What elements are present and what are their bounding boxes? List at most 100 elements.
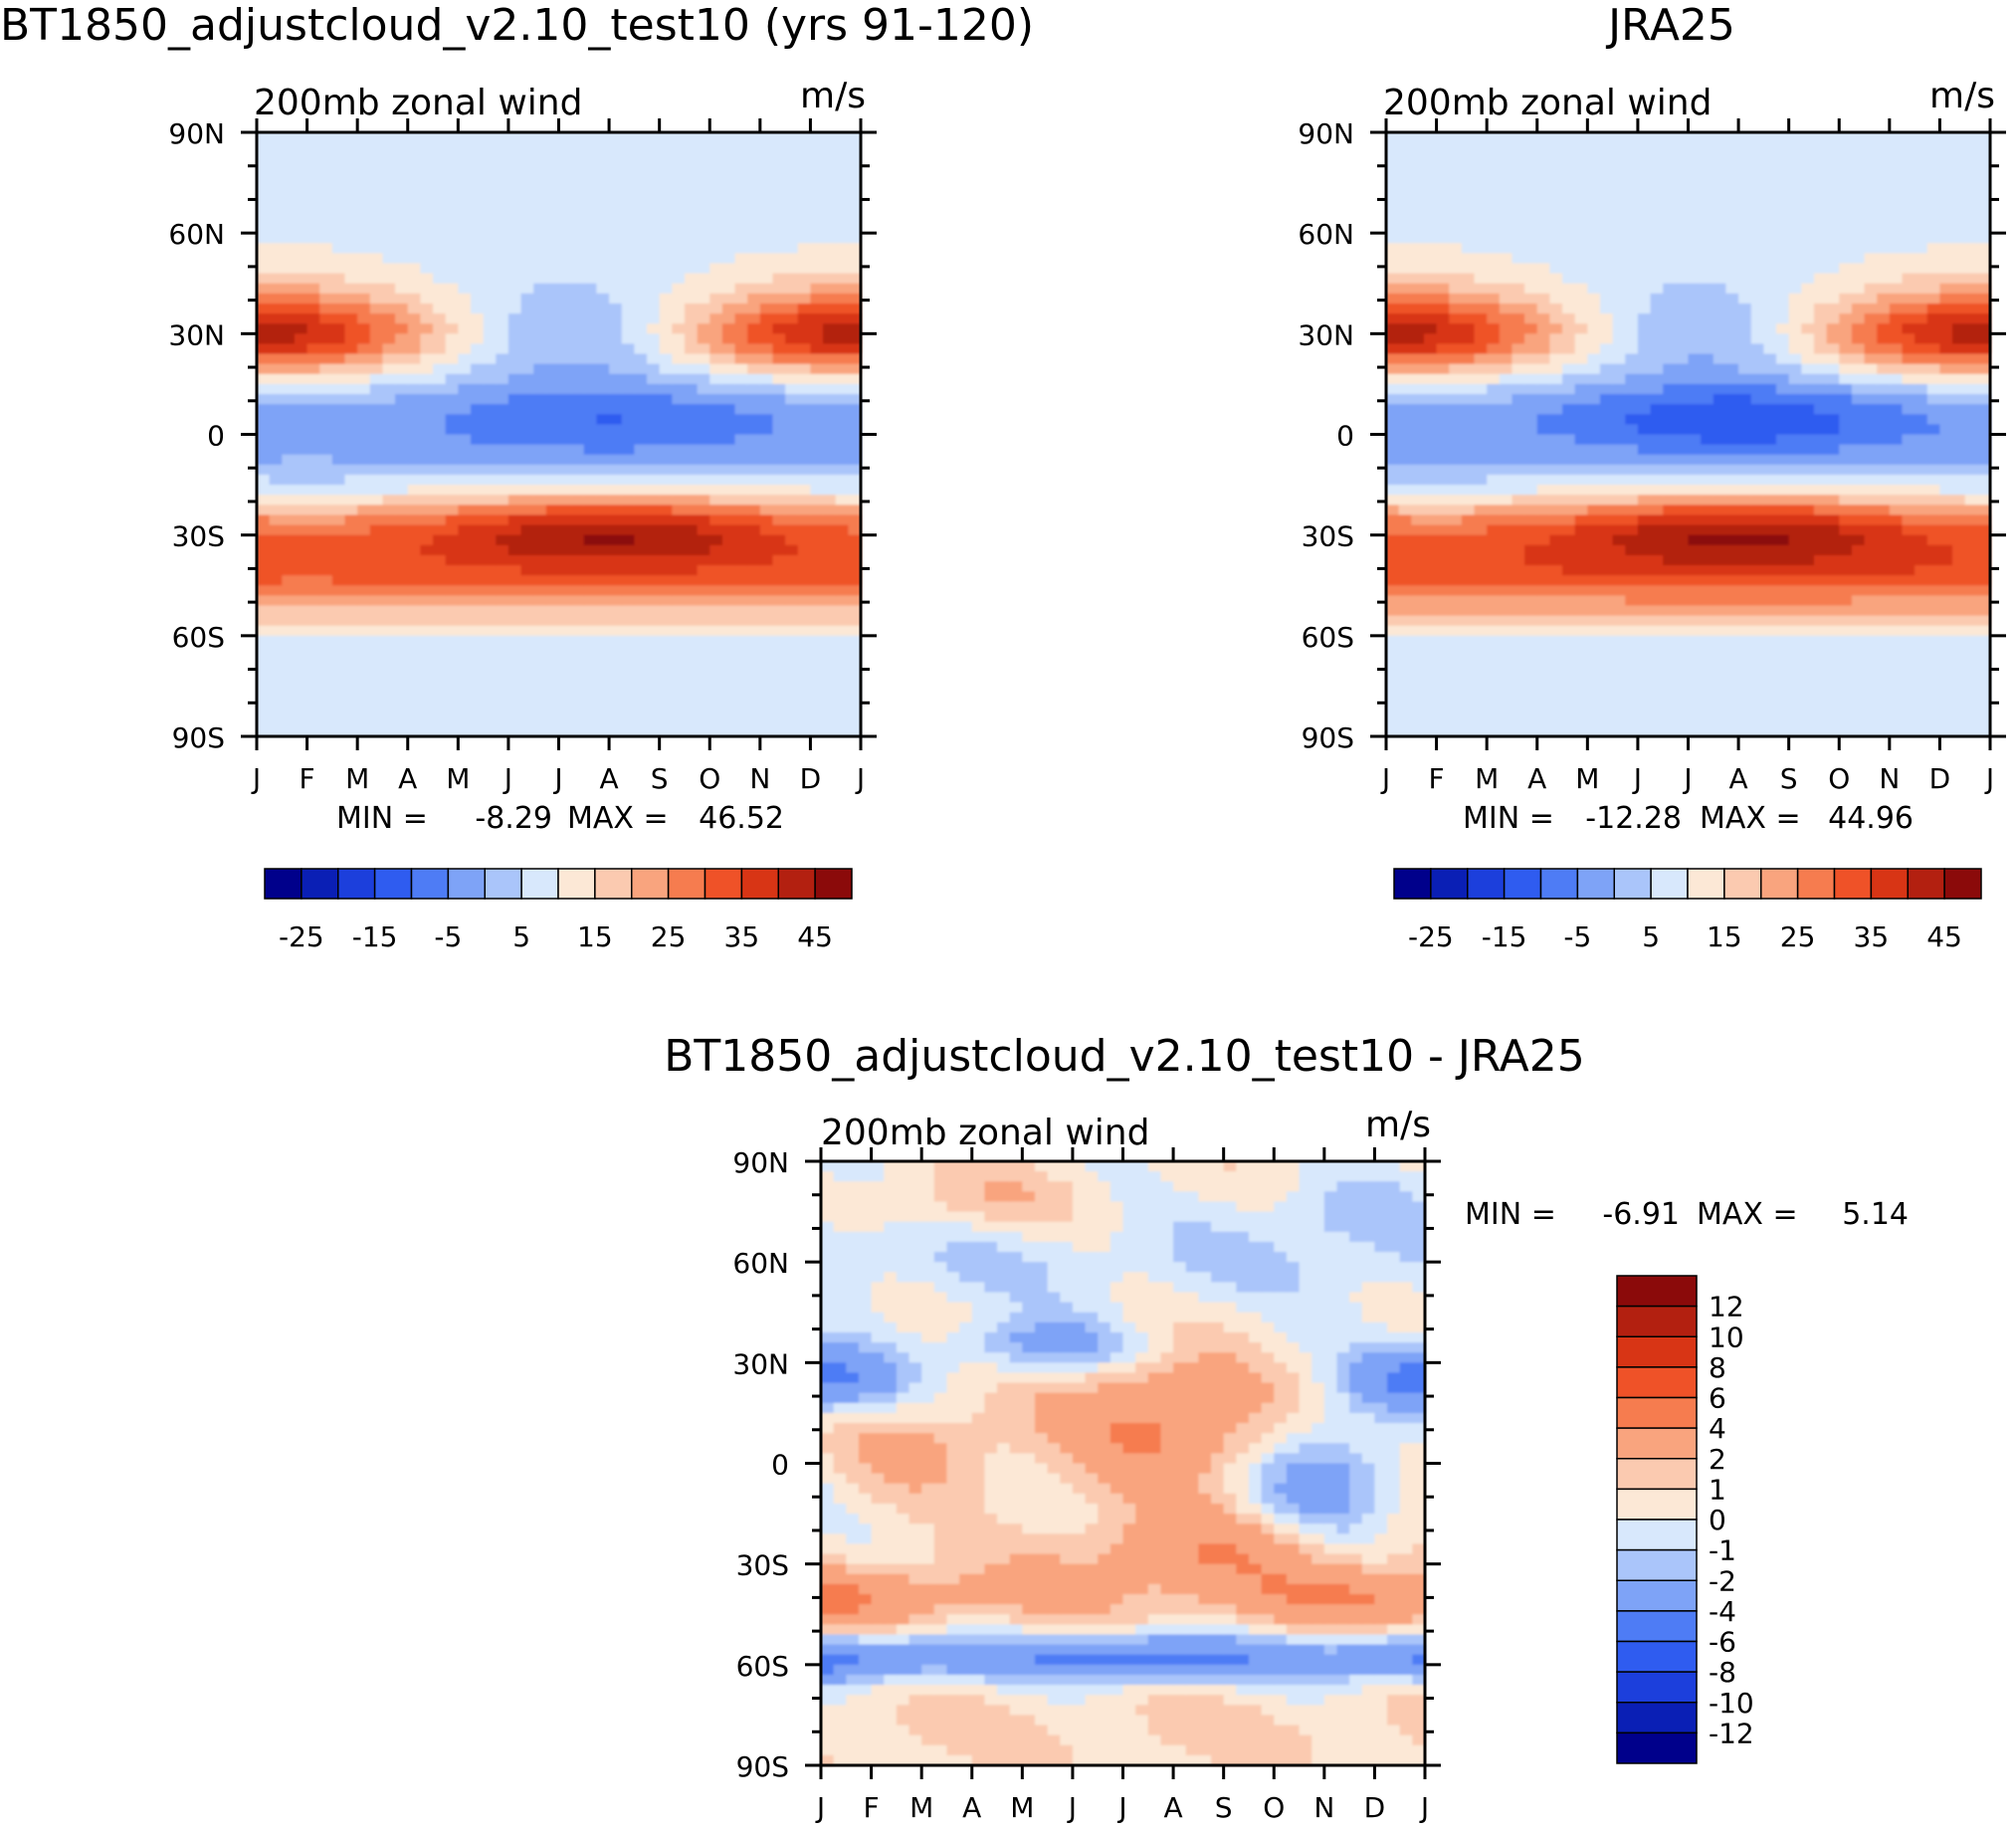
- heatmap-cell: [306, 605, 320, 617]
- heatmap-cell: [445, 544, 459, 556]
- heatmap-cell: [835, 544, 849, 556]
- heatmap-cell: [823, 363, 837, 375]
- heatmap-cell: [1637, 656, 1652, 667]
- heatmap-cell: [331, 676, 346, 688]
- heatmap-cell: [269, 353, 283, 365]
- heatmap-cell: [1663, 495, 1677, 506]
- heatmap-cell: [583, 263, 598, 275]
- heatmap-cell: [395, 182, 409, 194]
- heatmap-cell: [1436, 394, 1450, 405]
- heatmap-cell: [1625, 212, 1639, 224]
- heatmap-cell: [1461, 414, 1476, 425]
- heatmap-cell: [785, 132, 799, 143]
- heatmap-cell: [810, 353, 824, 365]
- heatmap-cell: [496, 313, 509, 324]
- heatmap-cell: [1599, 233, 1614, 244]
- colorbar-swatch: [814, 868, 853, 900]
- heatmap-cell: [571, 635, 585, 647]
- heatmap-cell: [785, 293, 799, 305]
- heatmap-cell: [1701, 293, 1714, 305]
- heatmap-cell: [1688, 485, 1702, 496]
- heatmap-cell: [1487, 253, 1501, 265]
- heatmap-cell: [1398, 474, 1412, 486]
- heatmap-cell: [1637, 534, 1652, 546]
- heatmap-cell: [1411, 373, 1425, 385]
- heatmap-cell: [684, 454, 699, 466]
- heatmap-cell: [1675, 293, 1690, 305]
- heatmap-cell: [458, 323, 472, 334]
- heatmap-cell: [797, 333, 812, 345]
- heatmap-cell: [1750, 715, 1764, 727]
- heatmap-cell: [721, 514, 736, 526]
- heatmap-cell: [520, 273, 534, 285]
- heatmap-cell: [1675, 444, 1690, 456]
- heatmap-cell: [810, 454, 824, 466]
- heatmap-cell: [369, 615, 384, 627]
- heatmap-cell: [747, 172, 761, 184]
- heatmap-cell: [797, 273, 812, 285]
- heatmap-cell: [1763, 534, 1777, 546]
- heatmap-cell: [294, 676, 308, 688]
- heatmap-cell: [1701, 625, 1714, 637]
- heatmap-cell: [1701, 585, 1714, 596]
- heatmap-cell: [1386, 414, 1400, 425]
- heatmap-cell: [1499, 635, 1513, 647]
- heatmap-cell: [382, 283, 396, 295]
- heatmap-cell: [1801, 152, 1815, 163]
- heatmap-cell: [331, 404, 346, 415]
- heatmap-cell: [1587, 343, 1601, 355]
- heatmap-cell: [257, 223, 271, 234]
- heatmap-cell: [369, 645, 384, 657]
- heatmap-cell: [545, 202, 560, 214]
- heatmap-cell: [269, 524, 283, 536]
- heatmap-cell: [772, 444, 786, 456]
- heatmap-cell: [785, 233, 799, 244]
- heatmap-cell: [1587, 625, 1601, 637]
- heatmap-cell: [1398, 424, 1412, 436]
- heatmap-cell: [1423, 132, 1438, 143]
- heatmap-cell: [395, 172, 409, 184]
- heatmap-cell: [1788, 223, 1802, 234]
- heatmap-cell: [785, 162, 799, 174]
- heatmap-cell: [306, 464, 320, 476]
- heatmap-cell: [483, 233, 497, 244]
- heatmap-cell: [647, 575, 661, 586]
- heatmap-cell: [257, 313, 271, 324]
- heatmap-cell: [1474, 605, 1488, 617]
- heatmap-cell: [659, 152, 673, 163]
- heatmap-cell: [533, 464, 547, 476]
- heatmap-cell: [1474, 706, 1488, 717]
- heatmap-cell: [734, 303, 748, 314]
- heatmap-cell: [1750, 333, 1764, 345]
- heatmap-cell: [1788, 142, 1802, 153]
- heatmap-cell: [759, 243, 774, 254]
- heatmap-cell: [797, 656, 812, 667]
- heatmap-cell: [282, 353, 296, 365]
- heatmap-cell: [1436, 303, 1450, 314]
- heatmap-cell: [507, 544, 522, 556]
- heatmap-cell: [747, 424, 761, 436]
- heatmap-cell: [1524, 424, 1538, 436]
- heatmap-cell: [533, 223, 547, 234]
- heatmap-cell: [1599, 353, 1614, 365]
- heatmap-cell: [545, 263, 560, 275]
- heatmap-cell: [545, 293, 560, 305]
- heatmap-cell: [1549, 464, 1563, 476]
- heatmap-cell: [1436, 635, 1450, 647]
- heatmap-cell: [848, 434, 862, 446]
- heatmap-cell: [395, 434, 409, 446]
- heatmap-cell: [621, 273, 635, 285]
- heatmap-cell: [810, 615, 824, 627]
- heatmap-cell: [709, 474, 723, 486]
- heatmap-cell: [1398, 132, 1412, 143]
- heatmap-cell: [545, 182, 560, 194]
- heatmap-cell: [1549, 534, 1563, 546]
- heatmap-cell: [1549, 283, 1563, 295]
- heatmap-cell: [1574, 524, 1588, 536]
- heatmap-cell: [257, 253, 271, 265]
- heatmap-cell: [759, 485, 774, 496]
- heatmap-cell: [433, 404, 447, 415]
- heatmap-cell: [1725, 202, 1739, 214]
- heatmap-cell: [621, 223, 635, 234]
- heatmap-cell: [344, 706, 358, 717]
